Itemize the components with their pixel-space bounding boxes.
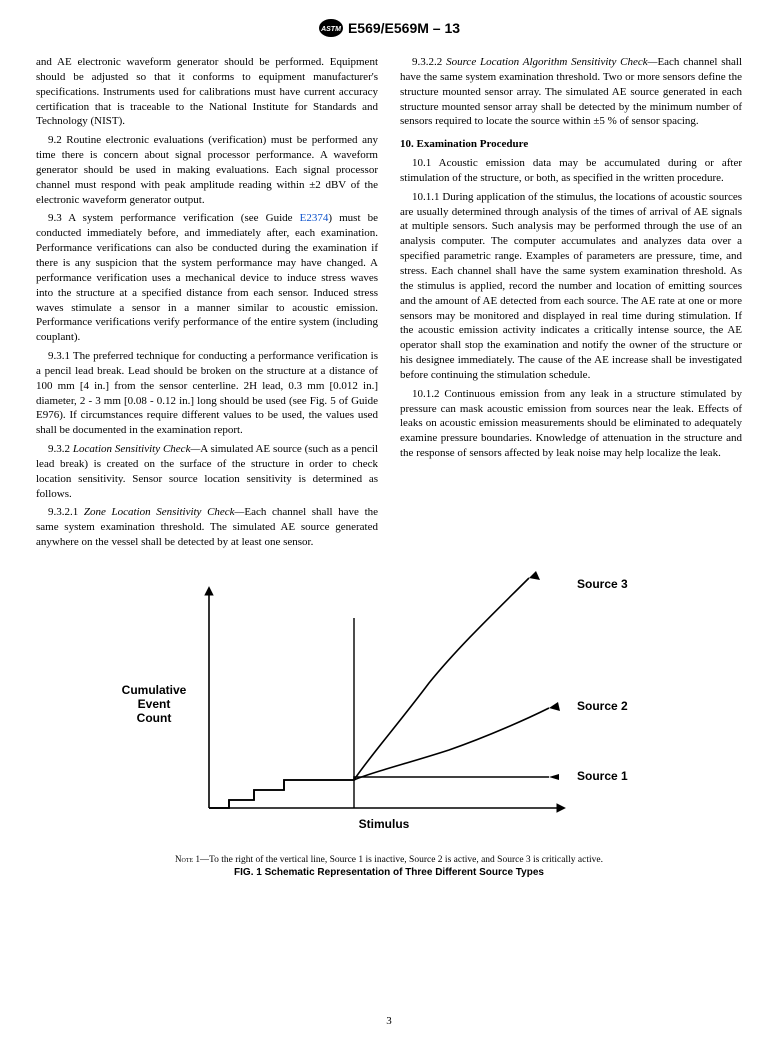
- source-3-arrow: [529, 571, 540, 580]
- para-9-3-1: 9.3.1 The preferred technique for conduc…: [36, 349, 378, 438]
- right-column: 9.3.2.2 Source Location Algorithm Sensit…: [400, 55, 742, 554]
- source-2-label: Source 2: [577, 699, 628, 713]
- source-1-arrow: [549, 774, 559, 780]
- para-9-3-2-2-num: 9.3.2.2: [412, 56, 446, 68]
- source-3-curve: [209, 578, 529, 808]
- source-2-curve: [209, 708, 549, 808]
- figure-1-caption: FIG. 1 Schematic Representation of Three…: [36, 867, 742, 878]
- para-continuation: and AE electronic waveform generator sho…: [36, 55, 378, 129]
- para-9-3-2-1: 9.3.2.1 Zone Location Sensitivity Check—…: [36, 505, 378, 550]
- para-9-3-2: 9.3.2 Location Sensitivity Check—A simul…: [36, 442, 378, 501]
- figure-1-note-body: To the right of the vertical line, Sourc…: [209, 855, 603, 865]
- x-axis-label: Stimulus: [359, 817, 410, 831]
- para-10-1-1: 10.1.1 During application of the stimulu…: [400, 190, 742, 383]
- para-9-3-a: 9.3 A system performance verification (s…: [48, 212, 300, 224]
- body-columns: and AE electronic waveform generator sho…: [36, 55, 742, 554]
- figure-1: Cumulative Event Count Stimulus Source 3…: [36, 568, 742, 878]
- designation: E569/E569M – 13: [348, 20, 460, 36]
- figure-1-chart: Cumulative Event Count Stimulus Source 3…: [109, 568, 669, 848]
- para-9-3-2-2: 9.3.2.2 Source Location Algorithm Sensit…: [400, 55, 742, 129]
- link-e2374[interactable]: E2374: [300, 212, 329, 224]
- page-number: 3: [0, 1015, 778, 1027]
- svg-text:ASTM: ASTM: [320, 26, 341, 33]
- para-9-3: 9.3 A system performance verification (s…: [36, 211, 378, 345]
- para-9-3-2-2-title: Source Location Algorithm Sensitivity Ch…: [446, 56, 657, 68]
- para-9-3-2-num: 9.3.2: [48, 443, 73, 455]
- y-axis-label-line1: Cumulative: [122, 683, 187, 697]
- figure-1-note-label: Note 1—: [175, 854, 209, 864]
- para-9-2: 9.2 Routine electronic evaluations (veri…: [36, 133, 378, 207]
- para-9-3-b: ) must be conducted immediately before, …: [36, 212, 378, 343]
- left-column: and AE electronic waveform generator sho…: [36, 55, 378, 554]
- para-9-3-2-title: Location Sensitivity Check—: [73, 443, 200, 455]
- y-axis-label-line3: Count: [137, 711, 172, 725]
- header: ASTM E569/E569M – 13: [36, 18, 742, 41]
- para-10-1-2: 10.1.2 Continuous emission from any leak…: [400, 387, 742, 461]
- source-3-label: Source 3: [577, 577, 628, 591]
- para-10-1: 10.1 Acoustic emission data may be accum…: [400, 156, 742, 186]
- source-1-curve: [209, 777, 549, 808]
- astm-logo: ASTM: [318, 18, 344, 41]
- page: ASTM E569/E569M – 13 and AE electronic w…: [0, 0, 778, 1041]
- section-10-head: 10. Examination Procedure: [400, 137, 742, 152]
- y-axis-label-line2: Event: [138, 697, 171, 711]
- para-9-3-2-1-title: Zone Location Sensitivity Check—: [84, 506, 244, 518]
- source-2-arrow: [549, 702, 560, 711]
- source-1-label: Source 1: [577, 769, 628, 783]
- para-9-3-2-1-num: 9.3.2.1: [48, 506, 84, 518]
- figure-1-note: Note 1—To the right of the vertical line…: [36, 854, 742, 865]
